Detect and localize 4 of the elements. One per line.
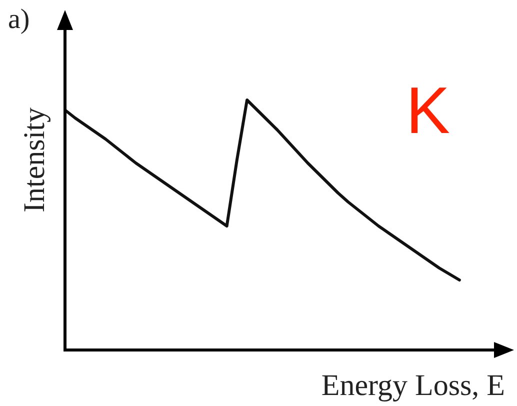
x-axis-title: Energy Loss, E [321, 369, 505, 402]
text: a) [8, 4, 30, 35]
annotation: K [406, 73, 450, 147]
y-axis-title: Intensity [18, 108, 51, 212]
